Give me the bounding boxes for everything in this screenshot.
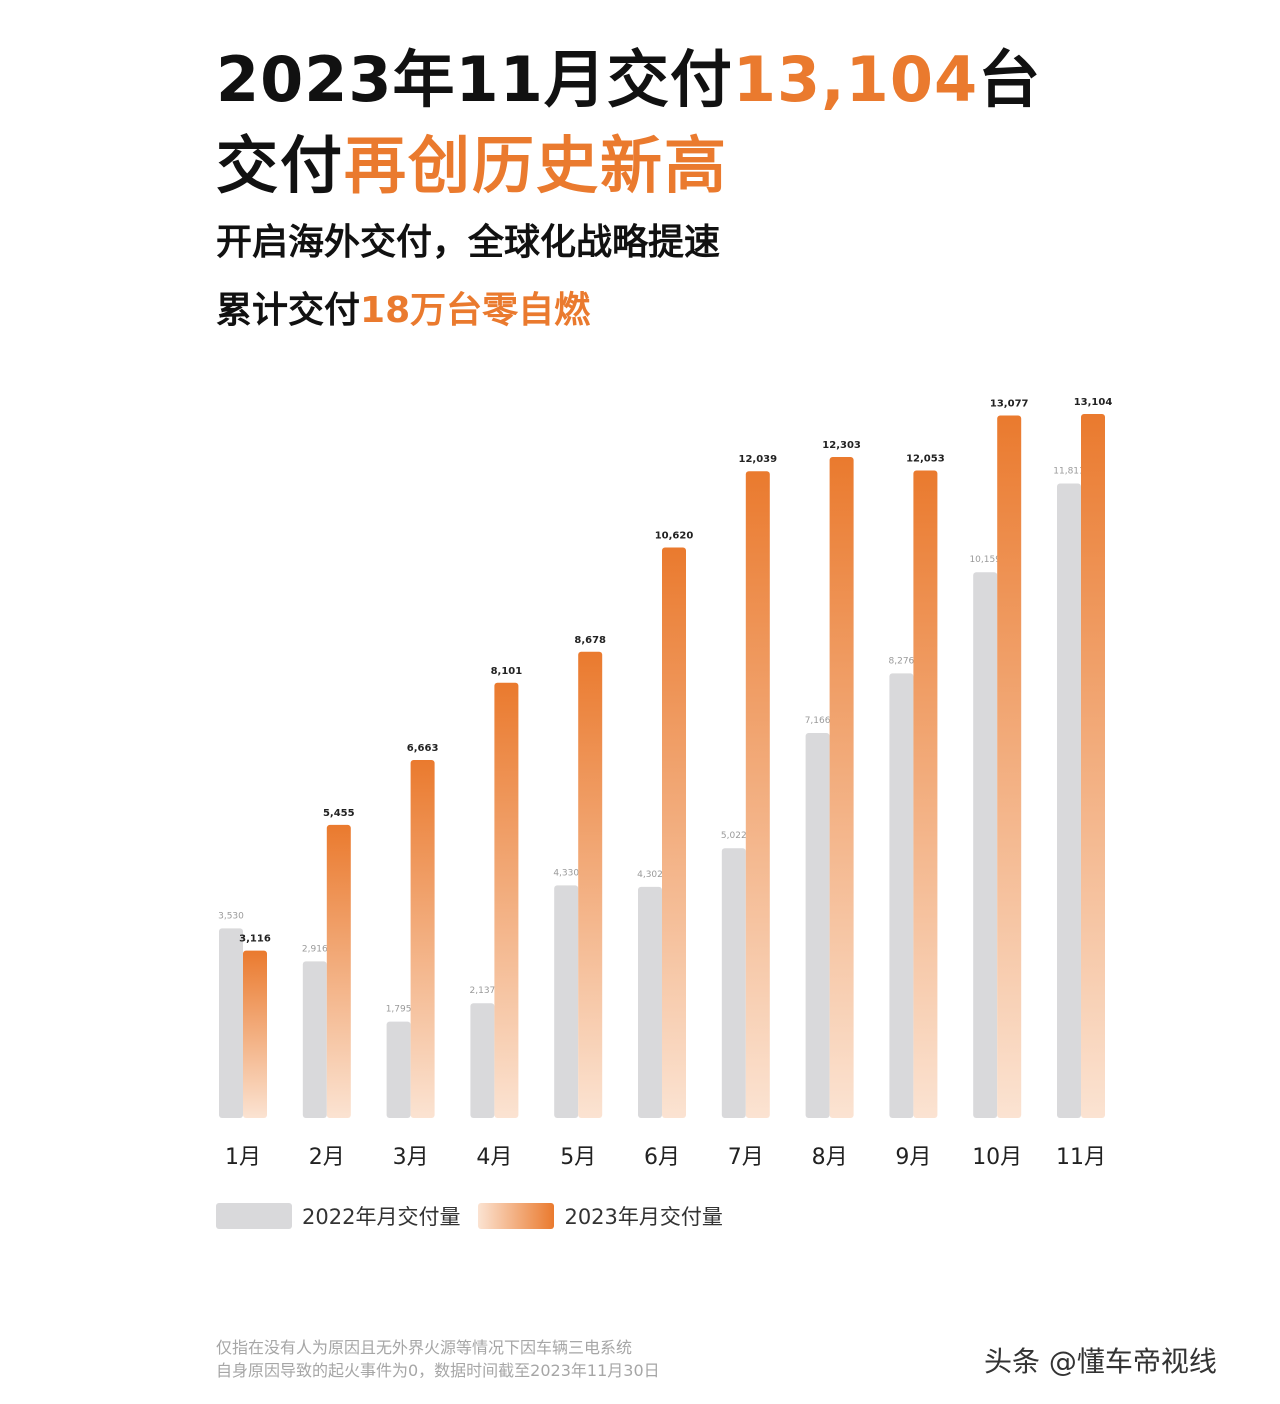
label-2023-4: 8,101 xyxy=(491,666,523,677)
footnote-line1: 仅指在没有人为原因且无外界火源等情况下因车辆三电系统 xyxy=(216,1338,633,1357)
label-2022-10: 10,159 xyxy=(969,555,1001,565)
bar-2022-10 xyxy=(973,572,998,1118)
headline-line2: 交付再创历史新高 xyxy=(216,126,728,206)
month-label-7: 7月 xyxy=(728,1145,764,1170)
label-2022-2: 2,916 xyxy=(302,944,328,954)
bar-2022-1 xyxy=(219,928,243,1118)
bar-2022-3 xyxy=(386,1021,411,1118)
label-2022-7: 5,022 xyxy=(721,831,747,841)
label-2023-6: 10,620 xyxy=(655,530,694,541)
month-label-3: 3月 xyxy=(393,1145,429,1170)
bar-2023-9 xyxy=(913,470,938,1118)
headline-line2-highlight: 再创历史新高 xyxy=(344,129,729,202)
label-2022-11: 11,811 xyxy=(1053,466,1085,476)
chart-legend: 2022年月交付量 2023年月交付量 xyxy=(216,1200,723,1232)
label-2023-8: 12,303 xyxy=(822,440,861,451)
subtitle-cumulative: 累计交付18万台零自燃 xyxy=(216,286,590,336)
label-2022-8: 7,166 xyxy=(805,716,831,726)
legend-label-2023: 2023年月交付量 xyxy=(564,1205,723,1229)
bar-2023-10 xyxy=(997,415,1022,1118)
month-label-2: 2月 xyxy=(309,1145,345,1170)
label-2023-1: 3,116 xyxy=(239,934,271,945)
label-2023-9: 12,053 xyxy=(906,453,945,464)
headline-line2-text: 交付 xyxy=(216,129,345,202)
label-2023-11: 13,104 xyxy=(1074,397,1113,408)
bar-2022-6 xyxy=(638,886,662,1118)
month-label-9: 9月 xyxy=(895,1145,931,1170)
footnote-line2: 自身原因导致的起火事件为0，数据时间截至2023年11月30日 xyxy=(216,1361,660,1380)
bar-2022-11 xyxy=(1057,483,1081,1118)
month-label-11: 11月 xyxy=(1056,1145,1106,1170)
label-2022-3: 1,795 xyxy=(386,1005,412,1015)
legend-swatch-2023 xyxy=(478,1203,555,1229)
bar-2022-9 xyxy=(889,673,914,1118)
bar-2023-7 xyxy=(745,471,770,1118)
legend-swatch-2022 xyxy=(216,1203,292,1229)
label-2022-1: 3,530 xyxy=(218,911,244,921)
bar-2023-3 xyxy=(410,760,435,1118)
headline-suffix: 台 xyxy=(978,43,1042,116)
delivery-bar-chart: 3,530 3,116 1月 2,916 5,455 2月 1,795 6,663 3月 2,13… xyxy=(218,397,1113,1170)
bar-2022-7 xyxy=(721,848,746,1118)
month-label-5: 5月 xyxy=(560,1145,596,1170)
bar-2023-6 xyxy=(662,547,686,1118)
headline-text: 2023年11月交付 xyxy=(216,43,733,116)
label-2022-6: 4,302 xyxy=(637,870,663,880)
month-label-8: 8月 xyxy=(812,1145,848,1170)
label-2023-7: 12,039 xyxy=(739,454,778,465)
bar-2022-8 xyxy=(805,733,830,1118)
label-2023-3: 6,663 xyxy=(407,743,439,754)
label-2023-10: 13,077 xyxy=(990,398,1029,409)
month-label-4: 4月 xyxy=(476,1145,512,1170)
label-2022-4: 2,137 xyxy=(470,986,496,996)
bar-2023-8 xyxy=(829,457,854,1118)
bar-2023-4 xyxy=(494,682,519,1118)
watermark: 头条 @懂车帝视线 xyxy=(984,1345,1217,1378)
subtitle-cumulative-text: 累计交付 xyxy=(216,290,361,331)
subtitle-global: 开启海外交付，全球化战略提速 xyxy=(216,222,721,263)
headline: 2023年11月交付13,104台 xyxy=(216,40,1041,120)
month-label-6: 6月 xyxy=(644,1145,680,1170)
label-2023-5: 8,678 xyxy=(574,635,606,646)
headline-highlight: 13,104 xyxy=(732,43,979,116)
bar-2023-11 xyxy=(1081,414,1105,1118)
month-label-10: 10月 xyxy=(972,1145,1022,1170)
bar-2022-2 xyxy=(302,961,327,1118)
bar-2023-5 xyxy=(578,651,603,1118)
legend-label-2022: 2022年月交付量 xyxy=(302,1205,461,1229)
bar-2022-5 xyxy=(554,885,579,1118)
bar-2022-4 xyxy=(470,1003,495,1118)
bar-2023-2 xyxy=(326,824,351,1118)
bar-2023-1 xyxy=(243,950,267,1118)
label-2023-2: 5,455 xyxy=(323,808,355,819)
footnote: 仅指在没有人为原因且无外界火源等情况下因车辆三电系统 自身原因导致的起火事件为0… xyxy=(216,1336,660,1382)
month-label-1: 1月 xyxy=(225,1145,261,1170)
label-2022-5: 4,330 xyxy=(553,868,579,878)
subtitle-cumulative-highlight: 18万台零自燃 xyxy=(360,290,591,331)
label-2022-9: 8,276 xyxy=(889,656,915,666)
